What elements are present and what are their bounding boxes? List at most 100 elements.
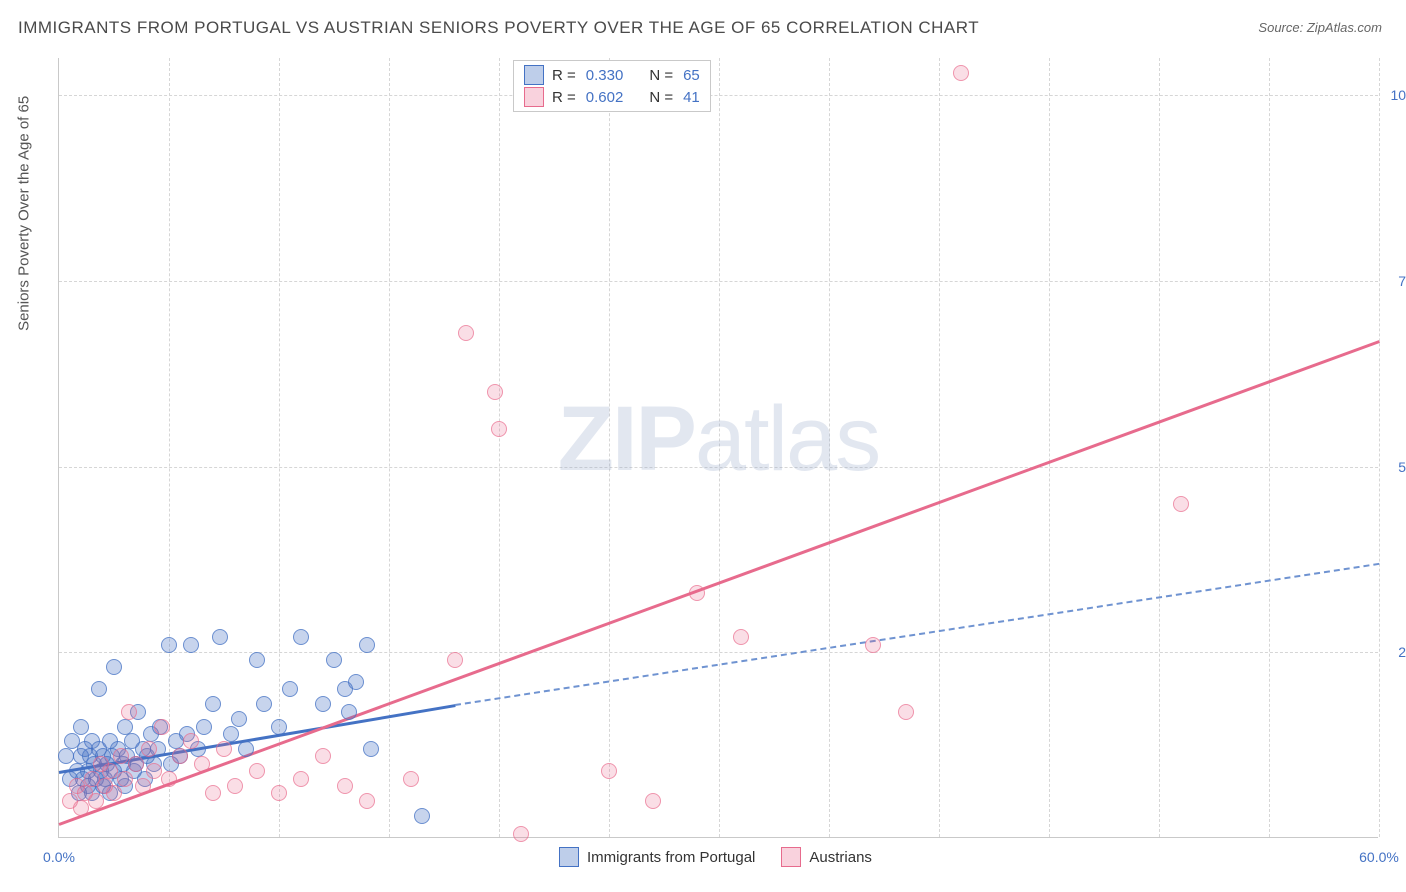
gridline-v <box>1379 58 1380 837</box>
data-point-portugal <box>414 808 430 824</box>
data-point-portugal <box>161 637 177 653</box>
swatch-blue <box>559 847 579 867</box>
n-label: N = <box>649 67 673 84</box>
swatch-pink <box>524 87 544 107</box>
gridline-v <box>499 58 500 837</box>
data-point-portugal <box>256 696 272 712</box>
correlation-legend: R = 0.330 N = 65 R = 0.602 N = 41 <box>513 60 711 112</box>
data-point-austrians <box>73 800 89 816</box>
data-point-portugal <box>73 719 89 735</box>
xtick-label: 60.0% <box>1359 849 1399 865</box>
legend-label: Immigrants from Portugal <box>587 849 755 866</box>
data-point-austrians <box>458 325 474 341</box>
n-value: 41 <box>683 89 700 106</box>
gridline-v <box>1269 58 1270 837</box>
legend-row-pink: R = 0.602 N = 41 <box>524 86 700 108</box>
data-point-austrians <box>113 748 129 764</box>
data-point-austrians <box>898 704 914 720</box>
data-point-portugal <box>231 711 247 727</box>
data-point-austrians <box>106 785 122 801</box>
legend-label: Austrians <box>809 849 872 866</box>
data-point-portugal <box>223 726 239 742</box>
ytick-label: 25.0% <box>1383 644 1406 660</box>
data-point-austrians <box>953 65 969 81</box>
swatch-blue <box>524 65 544 85</box>
data-point-austrians <box>128 756 144 772</box>
source-value: ZipAtlas.com <box>1307 20 1382 35</box>
data-point-portugal <box>58 748 74 764</box>
gridline-v <box>1159 58 1160 837</box>
data-point-austrians <box>135 778 151 794</box>
data-point-austrians <box>271 785 287 801</box>
data-point-portugal <box>183 637 199 653</box>
ytick-label: 50.0% <box>1383 459 1406 475</box>
data-point-austrians <box>403 771 419 787</box>
data-point-austrians <box>121 704 137 720</box>
data-point-portugal <box>106 659 122 675</box>
data-point-austrians <box>205 785 221 801</box>
y-axis-title: Seniors Poverty Over the Age of 65 <box>16 96 33 331</box>
data-point-portugal <box>212 629 228 645</box>
data-point-austrians <box>337 778 353 794</box>
watermark-bold: ZIP <box>558 388 695 490</box>
gridline-v <box>939 58 940 837</box>
ytick-label: 75.0% <box>1383 273 1406 289</box>
r-label: R = <box>552 89 576 106</box>
n-value: 65 <box>683 67 700 84</box>
data-point-austrians <box>733 629 749 645</box>
data-point-austrians <box>161 771 177 787</box>
data-point-austrians <box>227 778 243 794</box>
data-point-austrians <box>194 756 210 772</box>
data-point-austrians <box>117 771 133 787</box>
data-point-austrians <box>513 826 529 842</box>
gridline-v <box>169 58 170 837</box>
data-point-portugal <box>341 704 357 720</box>
gridline-v <box>829 58 830 837</box>
swatch-pink <box>781 847 801 867</box>
data-point-austrians <box>487 384 503 400</box>
data-point-portugal <box>271 719 287 735</box>
data-point-portugal <box>359 637 375 653</box>
data-point-austrians <box>293 771 309 787</box>
data-point-austrians <box>359 793 375 809</box>
data-point-austrians <box>491 421 507 437</box>
legend-item-portugal: Immigrants from Portugal <box>559 847 755 867</box>
data-point-austrians <box>447 652 463 668</box>
xtick-label: 0.0% <box>43 849 75 865</box>
data-point-portugal <box>293 629 309 645</box>
data-point-austrians <box>1173 496 1189 512</box>
watermark-rest: atlas <box>695 388 879 490</box>
data-point-portugal <box>348 674 364 690</box>
data-point-austrians <box>601 763 617 779</box>
n-label: N = <box>649 89 673 106</box>
data-point-austrians <box>88 793 104 809</box>
data-point-austrians <box>102 763 118 779</box>
data-point-austrians <box>315 748 331 764</box>
chart-source: Source: ZipAtlas.com <box>1258 20 1382 35</box>
ytick-label: 100.0% <box>1383 87 1406 103</box>
r-label: R = <box>552 67 576 84</box>
data-point-austrians <box>865 637 881 653</box>
data-point-austrians <box>249 763 265 779</box>
data-point-austrians <box>172 748 188 764</box>
source-label: Source: <box>1258 20 1303 35</box>
data-point-austrians <box>689 585 705 601</box>
data-point-portugal <box>205 696 221 712</box>
gridline-v <box>609 58 610 837</box>
series-legend: Immigrants from Portugal Austrians <box>559 847 872 867</box>
r-value: 0.602 <box>586 89 624 106</box>
data-point-austrians <box>183 733 199 749</box>
data-point-austrians <box>146 763 162 779</box>
data-point-portugal <box>315 696 331 712</box>
chart-title: IMMIGRANTS FROM PORTUGAL VS AUSTRIAN SEN… <box>18 18 979 38</box>
data-point-portugal <box>91 681 107 697</box>
data-point-portugal <box>249 652 265 668</box>
trend-line <box>455 563 1379 706</box>
data-point-austrians <box>216 741 232 757</box>
data-point-portugal <box>238 741 254 757</box>
data-point-portugal <box>282 681 298 697</box>
data-point-portugal <box>117 719 133 735</box>
data-point-portugal <box>363 741 379 757</box>
data-point-portugal <box>326 652 342 668</box>
data-point-portugal <box>196 719 212 735</box>
